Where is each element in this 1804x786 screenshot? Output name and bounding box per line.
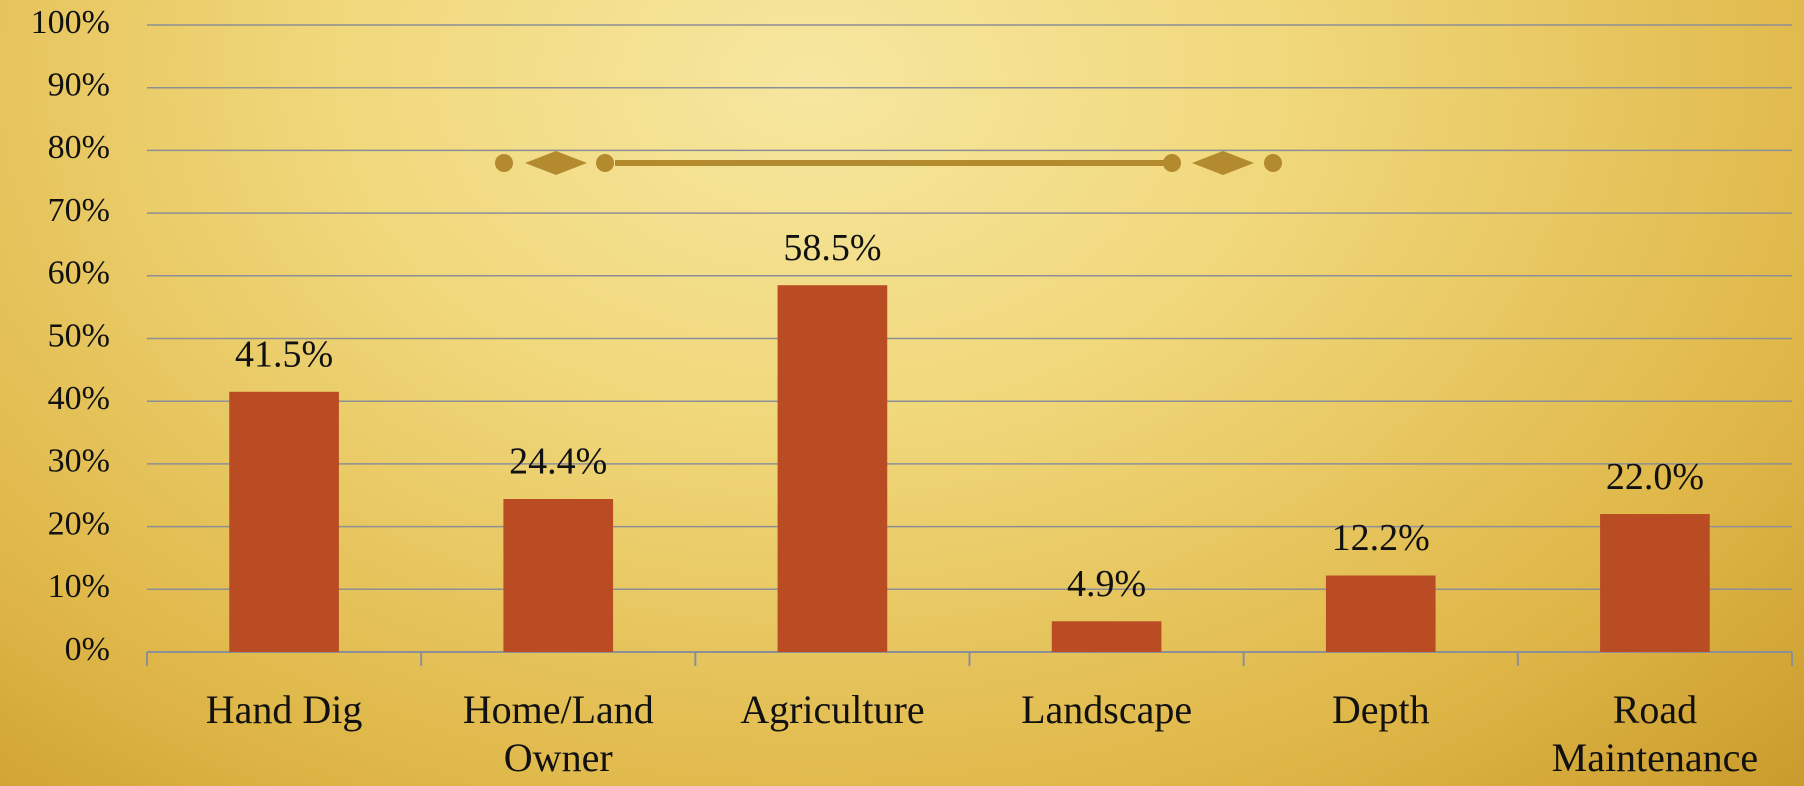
- x-tick-label: Landscape: [1021, 687, 1193, 732]
- data-label: 12.2%: [1332, 517, 1430, 559]
- ornament: [495, 151, 1282, 175]
- bar: [1325, 575, 1436, 652]
- bar: [1051, 621, 1162, 652]
- y-tick-label: 70%: [48, 192, 110, 229]
- bar: [503, 499, 614, 652]
- data-label: 22.0%: [1606, 456, 1704, 498]
- y-tick-label: 60%: [48, 255, 110, 292]
- bar: [229, 391, 339, 652]
- bar: [1600, 514, 1710, 652]
- y-tick-label: 100%: [31, 4, 110, 41]
- x-tick-label: Depth: [1331, 687, 1430, 732]
- y-tick-label: 0%: [65, 631, 110, 668]
- data-label: 41.5%: [235, 334, 333, 376]
- data-label: 4.9%: [1067, 563, 1146, 605]
- data-label: 58.5%: [783, 227, 881, 269]
- x-tick-label: Agriculture: [740, 687, 925, 732]
- x-tick-label: Road Maintenance: [1551, 687, 1759, 780]
- y-tick-label: 10%: [48, 568, 110, 605]
- y-tick-label: 50%: [48, 317, 110, 354]
- bar: [777, 285, 888, 652]
- y-tick-label: 80%: [48, 129, 110, 166]
- y-tick-label: 20%: [48, 505, 110, 542]
- y-tick-label: 30%: [48, 443, 110, 480]
- x-tick-label: Home/Land Owner: [462, 687, 654, 780]
- x-tick-label: Hand Dig: [205, 687, 363, 732]
- y-tick-label: 40%: [48, 380, 110, 417]
- y-tick-label: 90%: [48, 66, 110, 103]
- data-label: 24.4%: [509, 441, 607, 483]
